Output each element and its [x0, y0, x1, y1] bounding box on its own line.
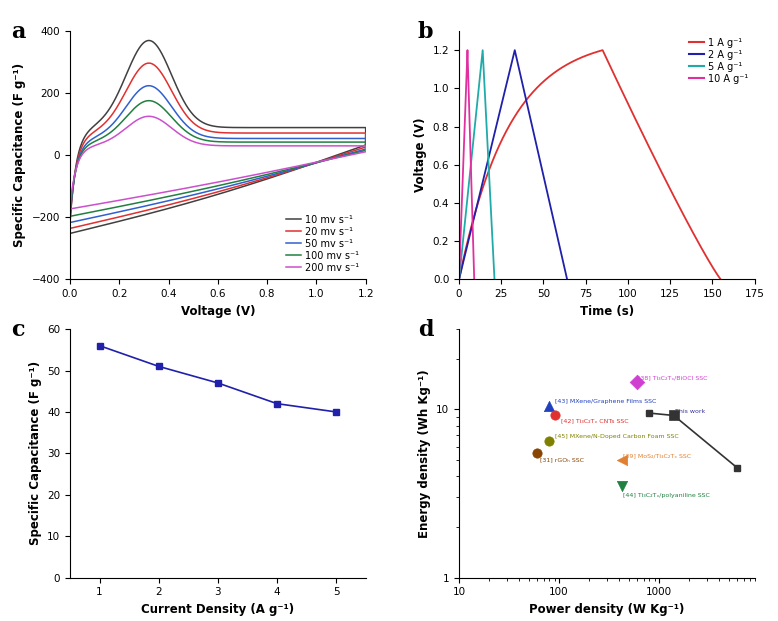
Line: 50 mv s⁻¹: 50 mv s⁻¹	[70, 86, 366, 222]
200 mv s⁻¹	[65, 205, 75, 212]
Legend: 1 A g⁻¹, 2 A g⁻¹, 5 A g⁻¹, 10 A g⁻¹: 1 A g⁻¹, 2 A g⁻¹, 5 A g⁻¹, 10 A g⁻¹	[687, 36, 750, 86]
10 mv s⁻¹	[166, 68, 175, 76]
Text: [31] rGOₕ SSC: [31] rGOₕ SSC	[541, 457, 584, 462]
100 mv s⁻¹	[345, 150, 355, 158]
200 mv s⁻¹	[265, 142, 275, 150]
200 mv s⁻¹	[144, 112, 153, 120]
100 mv s⁻¹	[145, 97, 154, 104]
X-axis label: Voltage (V): Voltage (V)	[180, 305, 255, 318]
10 mv s⁻¹	[323, 124, 332, 131]
X-axis label: Current Density (A g⁻¹): Current Density (A g⁻¹)	[142, 603, 294, 616]
Point	[631, 378, 643, 388]
200 mv s⁻¹	[345, 152, 355, 159]
Legend: 10 mv s⁻¹, 20 mv s⁻¹, 50 mv s⁻¹, 100 mv s⁻¹, 200 mv s⁻¹: 10 mv s⁻¹, 20 mv s⁻¹, 50 mv s⁻¹, 100 mv …	[284, 213, 361, 274]
Text: d: d	[418, 319, 433, 341]
100 mv s⁻¹	[65, 212, 75, 220]
Point	[616, 455, 629, 465]
20 mv s⁻¹	[345, 148, 355, 156]
Point	[548, 410, 561, 420]
20 mv s⁻¹	[166, 84, 175, 92]
Text: c: c	[11, 319, 24, 341]
50 mv s⁻¹	[345, 150, 355, 157]
50 mv s⁻¹	[65, 212, 75, 220]
Point	[531, 448, 543, 458]
Text: b: b	[418, 21, 433, 43]
Text: [42] Ti₃C₂Tₓ CNTs SSC: [42] Ti₃C₂Tₓ CNTs SSC	[561, 419, 629, 424]
50 mv s⁻¹	[333, 153, 342, 161]
10 mv s⁻¹	[145, 37, 154, 44]
Point	[543, 401, 555, 410]
200 mv s⁻¹	[333, 154, 342, 161]
50 mv s⁻¹	[323, 135, 332, 142]
Line: 100 mv s⁻¹: 100 mv s⁻¹	[70, 101, 366, 216]
10 mv s⁻¹	[65, 219, 75, 226]
Line: 20 mv s⁻¹: 20 mv s⁻¹	[70, 63, 366, 229]
Text: [39] MoS₂/Ti₃C₂Tₓ SSC: [39] MoS₂/Ti₃C₂Tₓ SSC	[623, 453, 692, 458]
20 mv s⁻¹	[144, 60, 153, 67]
100 mv s⁻¹	[65, 208, 75, 215]
200 mv s⁻¹	[65, 202, 75, 209]
Point	[668, 410, 680, 420]
Y-axis label: Specific Capacitance (F g⁻¹): Specific Capacitance (F g⁻¹)	[29, 361, 41, 545]
Text: [43] MXene/Graphene Films SSC: [43] MXene/Graphene Films SSC	[555, 399, 656, 404]
100 mv s⁻¹	[144, 97, 153, 104]
10 mv s⁻¹	[265, 124, 275, 131]
50 mv s⁻¹	[145, 82, 154, 89]
Text: [45] MXene/N-Doped Carbon Foam SSC: [45] MXene/N-Doped Carbon Foam SSC	[555, 433, 678, 438]
Y-axis label: Energy density (Wh Kg⁻¹): Energy density (Wh Kg⁻¹)	[418, 369, 430, 538]
10 mv s⁻¹	[144, 37, 153, 44]
20 mv s⁻¹	[145, 60, 154, 67]
Point	[616, 481, 629, 491]
Text: [38] Ti₃C₂Tₓ/BiOCl SSC: [38] Ti₃C₂Tₓ/BiOCl SSC	[639, 376, 708, 381]
20 mv s⁻¹	[333, 152, 342, 160]
Point	[543, 436, 555, 446]
X-axis label: Power density (W Kg⁻¹): Power density (W Kg⁻¹)	[529, 603, 685, 616]
Text: a: a	[11, 21, 25, 43]
Line: 10 mv s⁻¹: 10 mv s⁻¹	[70, 40, 366, 233]
10 mv s⁻¹	[345, 147, 355, 154]
Y-axis label: Voltage (V): Voltage (V)	[414, 118, 427, 193]
X-axis label: Time (s): Time (s)	[580, 305, 634, 318]
20 mv s⁻¹	[65, 216, 75, 224]
Line: 200 mv s⁻¹: 200 mv s⁻¹	[70, 116, 366, 209]
50 mv s⁻¹	[166, 101, 175, 109]
50 mv s⁻¹	[144, 82, 153, 89]
200 mv s⁻¹	[323, 142, 332, 150]
20 mv s⁻¹	[265, 129, 275, 137]
Y-axis label: Specific Capacitance (F g⁻¹): Specific Capacitance (F g⁻¹)	[13, 63, 26, 247]
10 mv s⁻¹	[333, 151, 342, 158]
200 mv s⁻¹	[166, 123, 175, 130]
Text: [44] Ti₃C₂Tₓ/polyaniline SSC: [44] Ti₃C₂Tₓ/polyaniline SSC	[623, 492, 710, 497]
50 mv s⁻¹	[65, 219, 75, 226]
100 mv s⁻¹	[323, 138, 332, 146]
200 mv s⁻¹	[145, 112, 154, 120]
Text: This work: This work	[675, 409, 705, 414]
20 mv s⁻¹	[65, 225, 75, 232]
100 mv s⁻¹	[333, 153, 342, 161]
10 mv s⁻¹	[65, 230, 75, 237]
20 mv s⁻¹	[323, 129, 332, 137]
50 mv s⁻¹	[265, 135, 275, 142]
100 mv s⁻¹	[166, 112, 175, 119]
100 mv s⁻¹	[265, 138, 275, 146]
